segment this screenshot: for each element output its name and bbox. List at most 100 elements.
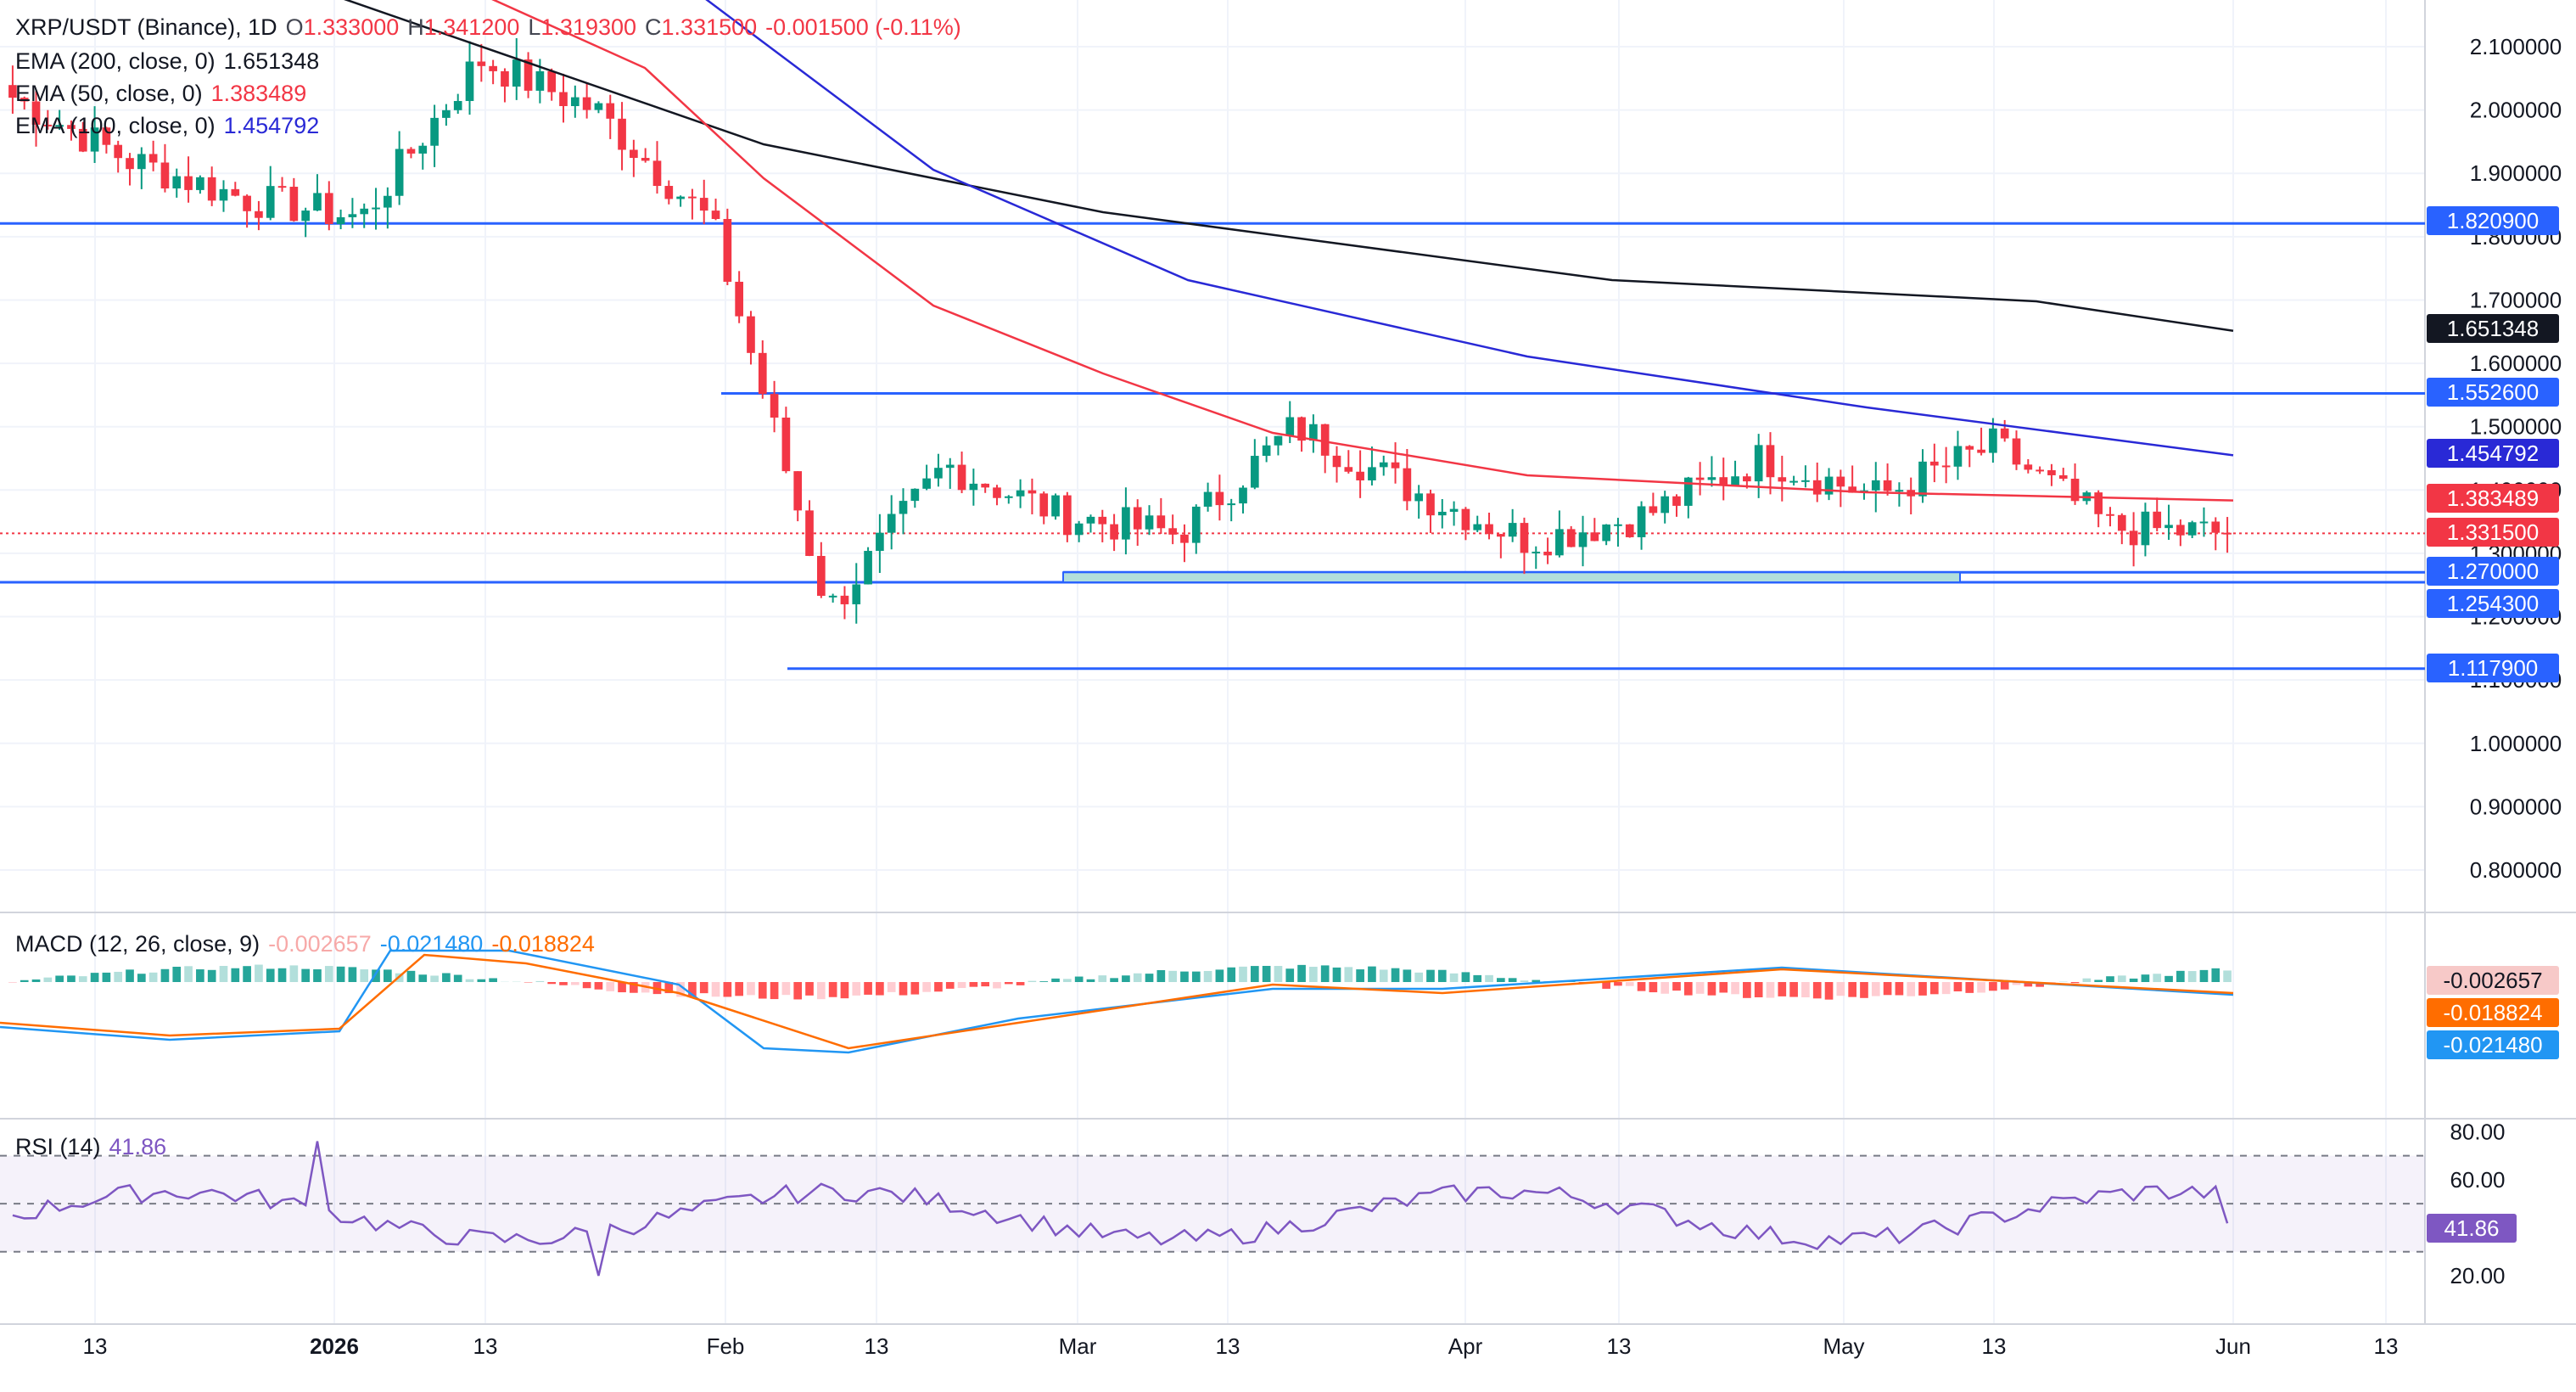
macd-histogram-bar bbox=[1953, 982, 1963, 992]
candle-body bbox=[2129, 530, 2138, 546]
macd-histogram-bar bbox=[1754, 982, 1763, 997]
ema200-legend[interactable]: EMA (200, close, 0) 1.651348 bbox=[15, 48, 320, 74]
macd-histogram-bar bbox=[981, 982, 990, 987]
macd-histogram-bar bbox=[2012, 982, 2021, 985]
candle-body bbox=[2117, 514, 2126, 531]
ema50-line bbox=[491, 0, 2234, 502]
macd-histogram-bar bbox=[418, 974, 428, 982]
change-value: -0.001500 (-0.11%) bbox=[765, 14, 961, 40]
candle-body bbox=[172, 176, 182, 189]
macd-histogram-bar bbox=[1860, 982, 1868, 998]
candle-body bbox=[535, 70, 545, 91]
macd-histogram-bar bbox=[887, 982, 896, 992]
candle-body bbox=[1989, 428, 1997, 453]
macd-histogram-bar bbox=[1391, 968, 1400, 982]
candle-body bbox=[1497, 534, 1505, 537]
candle-body bbox=[2094, 492, 2103, 514]
macd-histogram-bar bbox=[2187, 971, 2197, 982]
macd-pane bbox=[0, 949, 2234, 1054]
macd-histogram-bar bbox=[1672, 982, 1681, 991]
candle-body bbox=[1532, 551, 1541, 553]
price-axis-label: 1.000000 bbox=[2470, 731, 2562, 756]
macd-histogram-bar bbox=[207, 969, 216, 982]
macd-histogram-bar bbox=[1965, 982, 1974, 993]
price-axis-label: 1.600000 bbox=[2470, 351, 2562, 376]
macd-histogram-bar bbox=[55, 975, 64, 982]
candle-body bbox=[2106, 514, 2114, 516]
macd-histogram-bar bbox=[934, 982, 943, 992]
candle-body bbox=[1239, 487, 1247, 504]
candle-body bbox=[360, 208, 369, 215]
macd-histogram-bar bbox=[453, 974, 462, 982]
ema100-legend[interactable]: EMA (100, close, 0) 1.454792 bbox=[15, 113, 320, 138]
macd-histogram-bar bbox=[1320, 965, 1330, 982]
candle-body bbox=[418, 145, 428, 154]
price-axis-label: 0.900000 bbox=[2470, 794, 2562, 819]
macd-histogram-bar bbox=[676, 982, 685, 997]
macd-histogram-bar bbox=[2176, 970, 2185, 982]
symbol-ohlc-legend: XRP/USDT (Binance), 1D O1.333000 H1.341200… bbox=[15, 14, 961, 40]
time-axis-label: Mar bbox=[1059, 1333, 1097, 1359]
candle-body bbox=[184, 176, 193, 190]
candle-body bbox=[1262, 445, 1271, 457]
macd-histogram-bar bbox=[2000, 982, 2009, 990]
rsi-legend[interactable]: RSI (14) 41.86 bbox=[15, 1134, 167, 1159]
candle-body bbox=[1203, 491, 1212, 507]
macd-histogram-bar bbox=[1683, 982, 1693, 996]
candle-body bbox=[1508, 523, 1517, 537]
candle-body bbox=[1461, 508, 1470, 530]
candle-body bbox=[1929, 461, 1939, 466]
candle-body bbox=[1098, 516, 1107, 525]
candle-body bbox=[2141, 511, 2150, 546]
macd-histogram-bar bbox=[1332, 967, 1341, 982]
candle-body bbox=[1543, 551, 1552, 556]
candle-body bbox=[1051, 495, 1060, 517]
macd-histogram-bar bbox=[1789, 982, 1798, 997]
macd-histogram-bar bbox=[1203, 970, 1212, 982]
candle-body bbox=[618, 118, 626, 150]
macd-histogram-bar bbox=[1695, 982, 1705, 994]
candle-body bbox=[606, 103, 615, 119]
candle-body bbox=[1520, 523, 1529, 553]
ema50-tag: 1.383489 bbox=[2427, 484, 2559, 513]
macd-histogram-bar bbox=[1356, 969, 1364, 982]
grid bbox=[0, 0, 2576, 1325]
candle-body bbox=[934, 468, 943, 479]
candle-body bbox=[1555, 529, 1564, 556]
price-axis-label: 2.000000 bbox=[2470, 98, 2562, 123]
macd-legend[interactable]: MACD (12, 26, close, 9) -0.002657 -0.02148… bbox=[15, 931, 595, 957]
macd-histogram-bar bbox=[1180, 971, 1189, 982]
support-resistance-levels bbox=[0, 222, 2425, 671]
high-value: 1.341200 bbox=[423, 14, 520, 40]
macd-histogram-bar bbox=[1766, 982, 1775, 998]
macd-histogram-bar bbox=[899, 982, 908, 996]
time-axis-label: Jun bbox=[2215, 1333, 2251, 1359]
candle-body bbox=[1485, 524, 1493, 535]
macd-histogram-bar bbox=[1895, 982, 1904, 996]
candle-body bbox=[1028, 490, 1037, 494]
candle-body bbox=[90, 127, 99, 152]
candle-body bbox=[1016, 490, 1025, 497]
macd-histogram-bar bbox=[1063, 979, 1072, 982]
macd-histogram-bar bbox=[31, 979, 41, 982]
macd-histogram-bar bbox=[360, 969, 369, 982]
macd-histogram-bar bbox=[864, 982, 872, 995]
time-axis-label: Apr bbox=[1448, 1333, 1483, 1359]
candle-body bbox=[1871, 480, 1880, 491]
level-tag-5: 1.117900 bbox=[2427, 654, 2559, 682]
candle-body bbox=[1180, 534, 1189, 543]
candle-body bbox=[1156, 515, 1166, 529]
macd-histogram-bar bbox=[184, 966, 193, 982]
candle-body bbox=[442, 109, 451, 118]
macd-histogram-bar bbox=[277, 968, 287, 982]
macd-histogram-bar bbox=[969, 982, 978, 987]
macd-histogram-bar bbox=[699, 982, 708, 994]
macd-histogram-bar bbox=[196, 969, 204, 982]
macd-histogram-bar bbox=[1239, 966, 1247, 982]
ema50-legend[interactable]: EMA (50, close, 0) 1.383489 bbox=[15, 81, 307, 106]
symbol-title: XRP/USDT (Binance), 1D bbox=[15, 14, 277, 40]
rsi-line bbox=[12, 1141, 2229, 1277]
candle-body bbox=[114, 144, 123, 159]
candle-body bbox=[711, 210, 720, 219]
